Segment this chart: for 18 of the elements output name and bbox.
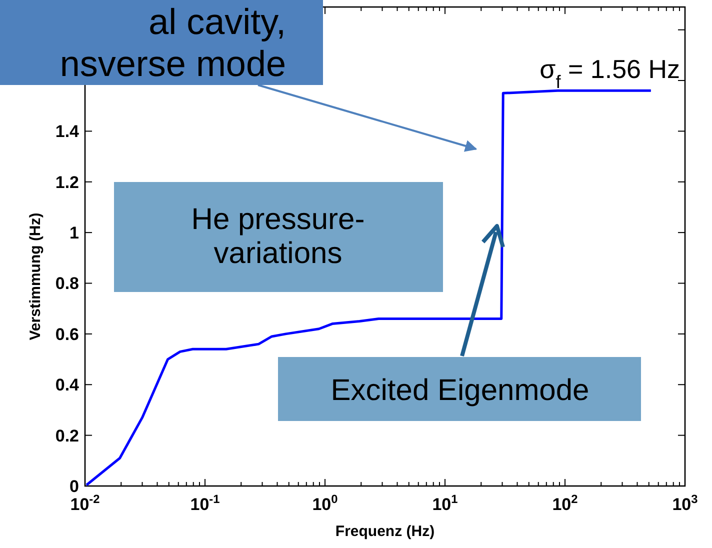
x-tick-label: 10$^{-1}$	[190, 492, 220, 514]
y-tick-label: 1	[70, 224, 79, 243]
annotation: al cavity, nsverse mode	[60, 1, 286, 84]
x-tick-label: 10$^{0}$	[312, 492, 338, 514]
x-axis-title: Frequenz (Hz)	[335, 523, 435, 540]
y-tick-label: 0.6	[55, 324, 79, 344]
annotation: σ$_{f}$ = 1.56 Hz	[540, 54, 680, 92]
y-axis-title: Verstimmung (Hz)	[27, 212, 44, 340]
y-tick-label: 1.4	[55, 122, 80, 142]
x-tick-label: 10$^{2}$	[552, 492, 578, 514]
y-tick-label: 0.8	[55, 274, 79, 294]
x-tick-label: 10$^{3}$	[672, 492, 698, 514]
y-tick-label: 1.2	[55, 172, 79, 192]
y-tick-label: 0.2	[55, 426, 79, 446]
y-tick-label: 0.4	[55, 376, 80, 395]
annotation: Excited Eigenmode	[330, 374, 590, 407]
x-tick-label: 10$^{1}$	[432, 492, 458, 514]
annotation: He pressure- variations	[191, 203, 365, 270]
